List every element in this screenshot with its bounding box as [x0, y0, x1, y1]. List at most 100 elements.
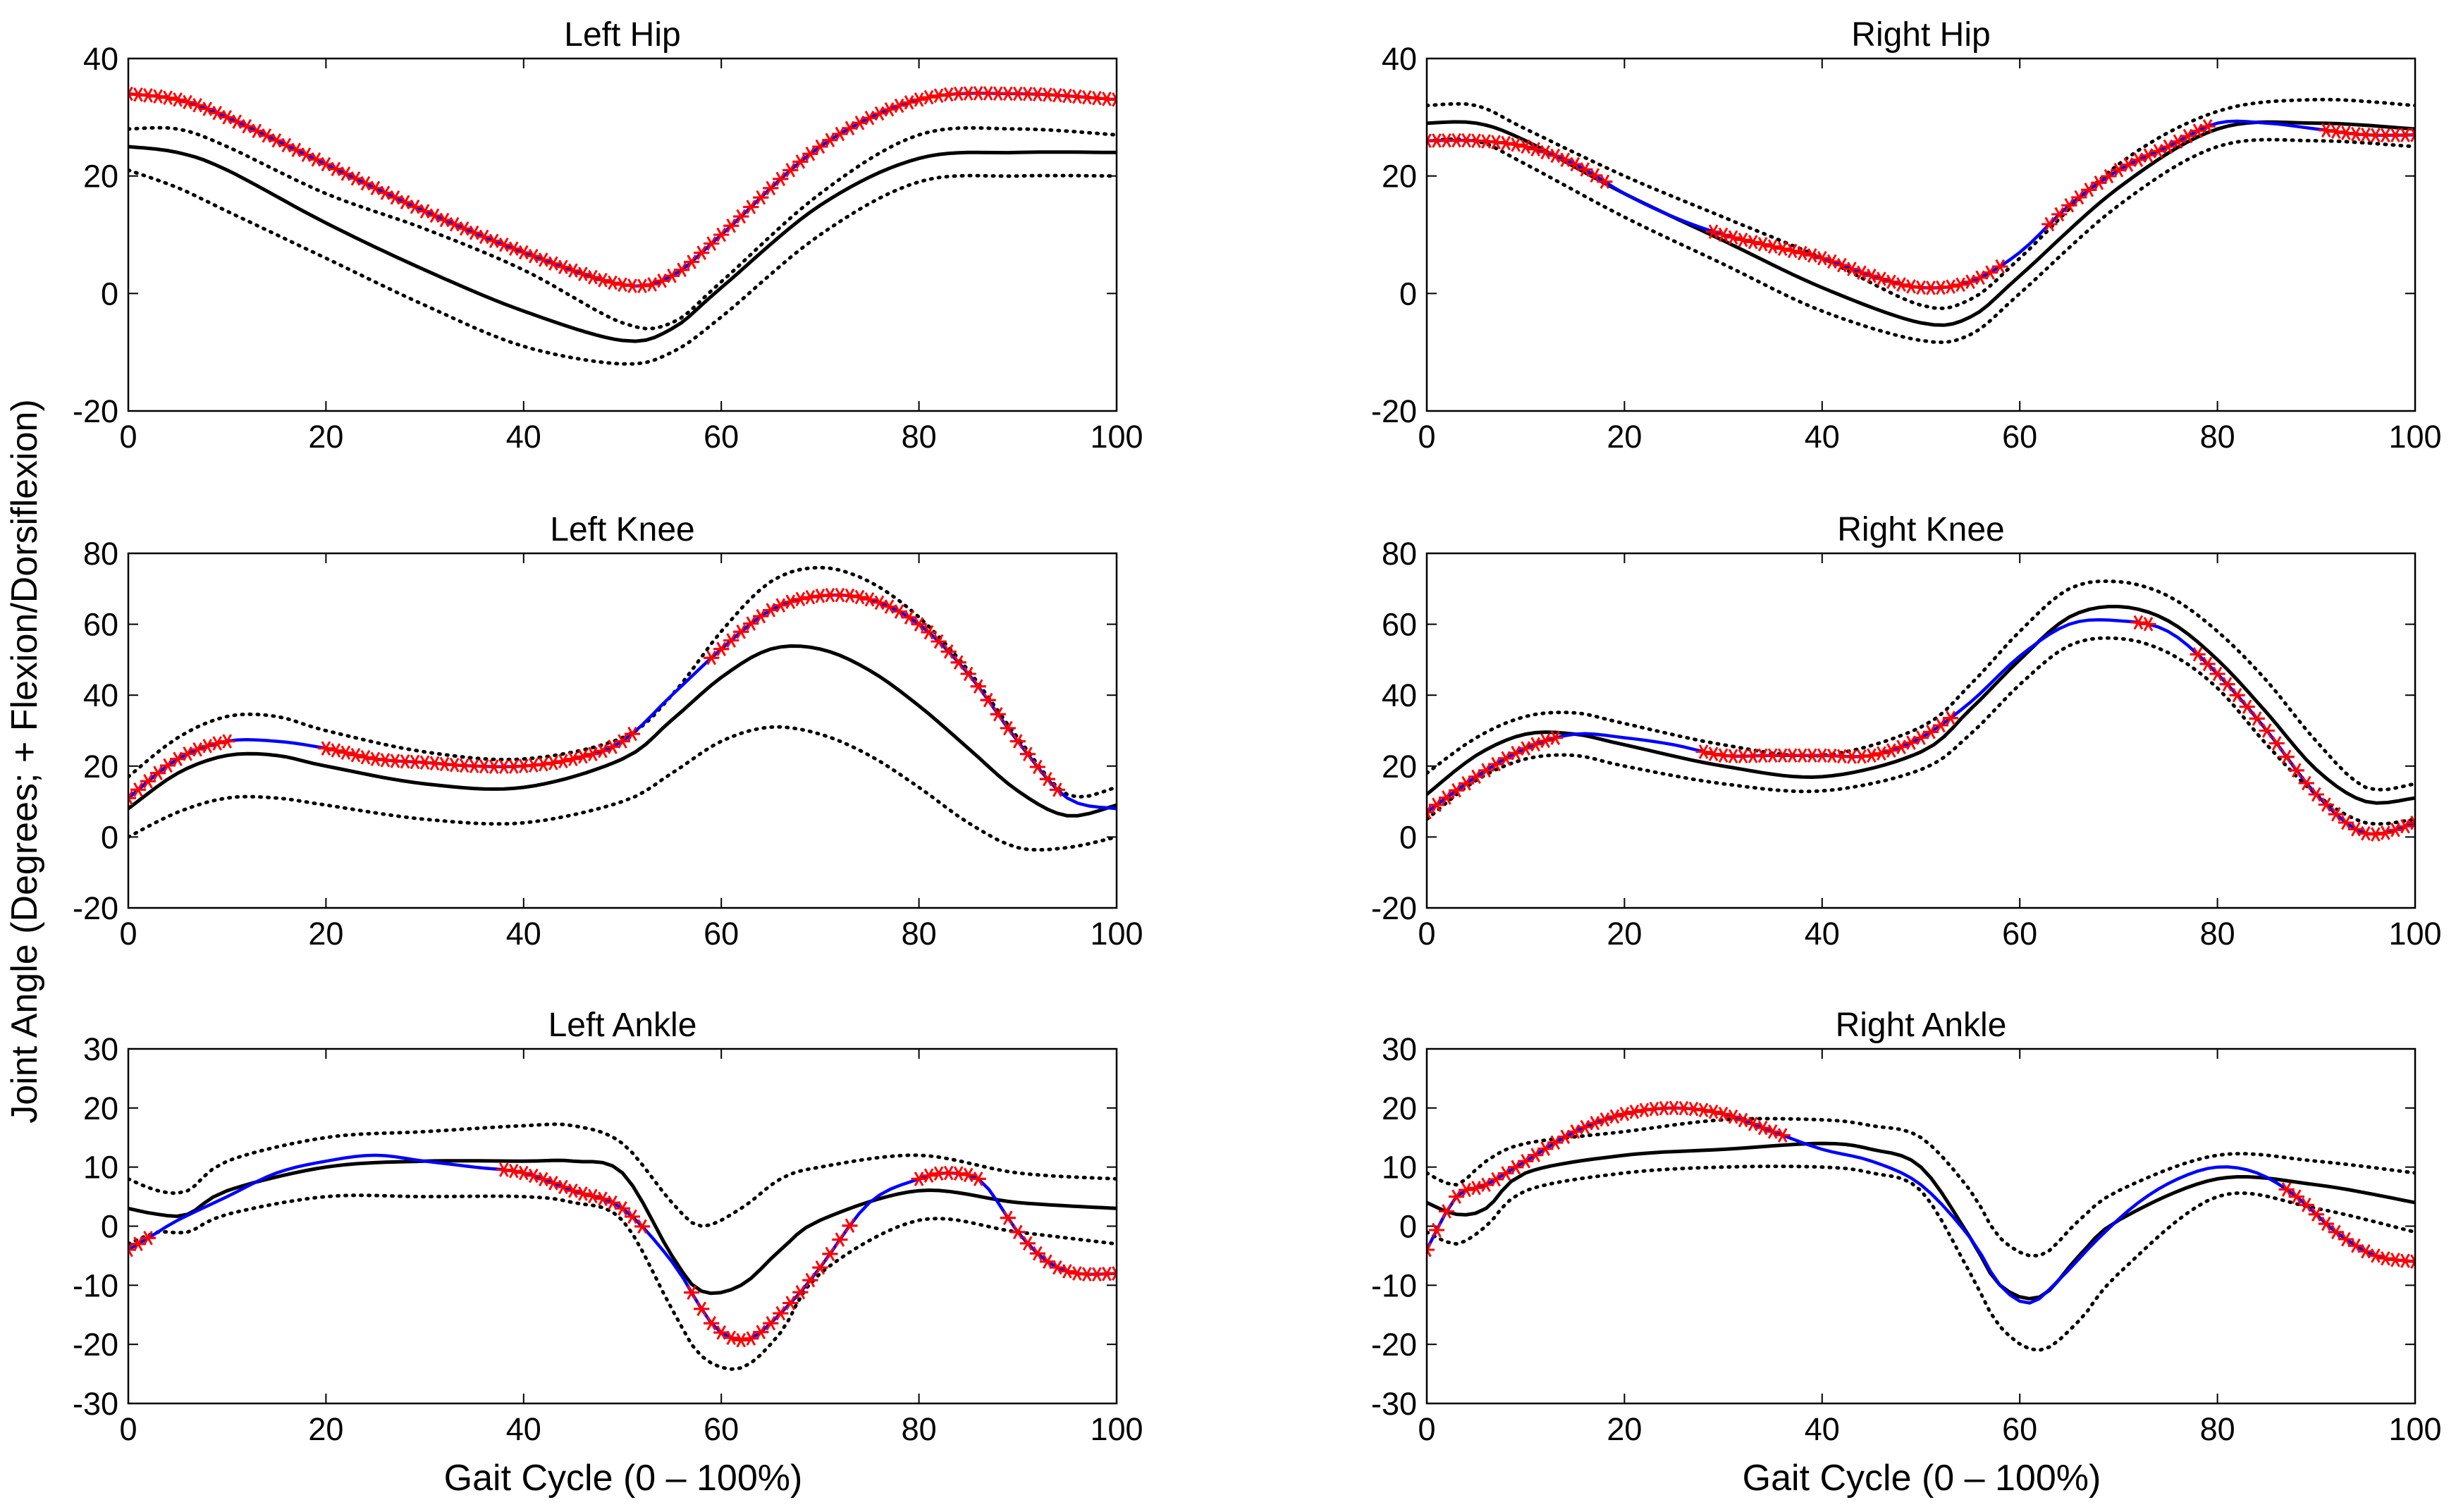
flagged-point-marker	[1735, 1112, 1751, 1128]
flagged-point-marker	[1577, 162, 1593, 177]
flagged-point-marker	[1049, 782, 1065, 797]
flagged-point-marker	[1518, 139, 1534, 154]
flagged-point-marker	[1039, 1254, 1055, 1270]
flagged-point-marker	[763, 1316, 779, 1331]
x-tick-label: 100	[2388, 916, 2441, 952]
flagged-point-marker	[1597, 1112, 1613, 1127]
y-tick-label: 40	[83, 677, 118, 713]
normative-mean-line	[1427, 605, 2415, 805]
flagged-point-marker	[2199, 656, 2216, 672]
flagged-point-marker	[1686, 1101, 1702, 1117]
x-tick-label: 100	[1090, 916, 1143, 952]
x-tick-label: 80	[2200, 419, 2235, 455]
subject-trace-line	[128, 92, 1117, 288]
flagged-point-marker	[515, 1165, 532, 1181]
x-axis-label-right: Gait Cycle (0 – 100%)	[1743, 1458, 2101, 1499]
y-tick-label: 80	[1382, 536, 1417, 572]
flagged-point-stroke	[2410, 820, 2415, 830]
axes-frame	[127, 1047, 1118, 1405]
flagged-point-marker	[2347, 1238, 2364, 1253]
flagged-point-marker	[2160, 139, 2176, 154]
flagged-point-marker	[704, 236, 720, 251]
y-axis-label: Joint Angle (Degrees; + Flexion/Dorsifle…	[4, 399, 45, 1123]
flagged-point-marker	[565, 751, 581, 767]
flagged-point-marker	[1943, 279, 1959, 294]
x-tick-label: 60	[2002, 1411, 2037, 1447]
x-tick-label: 80	[2200, 916, 2235, 952]
flagged-point-marker	[2328, 1224, 2344, 1240]
normative-band-lower-line	[1427, 137, 2415, 345]
flagged-point-marker	[694, 245, 710, 260]
x-axis-label-left: Gait Cycle (0 – 100%)	[444, 1458, 803, 1499]
y-tick-label: 20	[1382, 1090, 1417, 1126]
flagged-point-marker	[733, 624, 749, 639]
x-tick-label: 100	[1090, 1411, 1143, 1447]
flagged-point-marker	[2308, 787, 2324, 802]
flagged-point-marker	[1019, 746, 1036, 761]
flagged-point-marker	[852, 589, 868, 605]
x-tick-label: 80	[2200, 1411, 2235, 1447]
flagged-point-marker	[1804, 248, 1820, 263]
flagged-point-marker	[901, 610, 917, 625]
flagged-point-marker	[743, 1331, 759, 1346]
flagged-point-marker	[1429, 1222, 1445, 1238]
normative-band-lower-line	[1427, 1164, 2415, 1353]
flagged-point-marker	[555, 754, 571, 769]
flagged-point-marker	[209, 736, 226, 751]
flagged-point-marker	[891, 98, 907, 113]
flagged-point-marker	[1000, 720, 1016, 736]
flagged-point-marker	[2308, 1207, 2324, 1222]
flagged-point-marker	[921, 625, 937, 640]
x-tick-label: 80	[902, 1411, 937, 1447]
flagged-point-marker	[625, 1209, 641, 1224]
flagged-point-marker	[1774, 241, 1791, 257]
flagged-point-marker	[2209, 666, 2225, 682]
flagged-point-marker	[357, 750, 374, 765]
axes-frame	[127, 552, 1118, 909]
y-tick-label: 40	[1382, 677, 1417, 713]
flagged-point-marker	[1666, 1100, 1682, 1116]
y-tick-label: 80	[83, 536, 118, 572]
flagged-point-marker	[1873, 746, 1889, 761]
normative-band-upper-line	[1427, 1117, 2415, 1258]
flagged-point-marker	[575, 749, 591, 764]
flagged-point-marker	[1059, 1264, 1075, 1279]
flagged-point-marker	[832, 126, 848, 142]
flagged-point-marker	[664, 269, 680, 283]
flagged-point-stroke	[1112, 92, 1117, 102]
flagged-point-marker	[2091, 176, 2107, 190]
flagged-point-marker	[2377, 1250, 2393, 1266]
flagged-point-marker	[2318, 1216, 2334, 1231]
flagged-point-marker	[1705, 224, 1721, 239]
flagged-point-marker	[584, 269, 601, 285]
flagged-point-marker	[219, 734, 235, 749]
y-tick-label: -20	[1371, 890, 1417, 926]
flagged-point-marker	[950, 1166, 966, 1181]
flagged-point-marker	[1626, 1104, 1643, 1119]
flagged-point-marker	[723, 633, 739, 648]
subject-trace-line	[128, 593, 1117, 811]
flagged-point-marker	[160, 90, 176, 105]
flagged-point-marker	[2298, 775, 2314, 791]
flagged-point-marker	[604, 275, 620, 290]
y-tick-label: -20	[73, 393, 118, 429]
flagged-point-marker	[792, 1284, 809, 1300]
flagged-point-marker	[615, 277, 630, 293]
flagged-point-marker	[1824, 254, 1840, 269]
flagged-point-marker	[792, 591, 809, 607]
flagged-point-marker	[2051, 207, 2068, 222]
x-tick-label: 0	[1418, 419, 1435, 455]
flagged-point-stroke	[128, 92, 133, 102]
y-tick-label: 40	[83, 41, 118, 77]
subplot-title: Left Ankle	[548, 1007, 697, 1044]
subplot-title: Right Hip	[1851, 16, 1990, 54]
flagged-point-marker	[328, 743, 344, 758]
flagged-point-marker	[130, 1236, 147, 1251]
flagged-point-marker	[911, 1172, 927, 1186]
y-tick-label: 0	[101, 1209, 118, 1245]
subject-trace-line	[1427, 1106, 2415, 1305]
flagged-point-marker	[2328, 806, 2344, 822]
flagged-point-marker	[170, 92, 186, 107]
flagged-point-marker	[2377, 825, 2393, 840]
